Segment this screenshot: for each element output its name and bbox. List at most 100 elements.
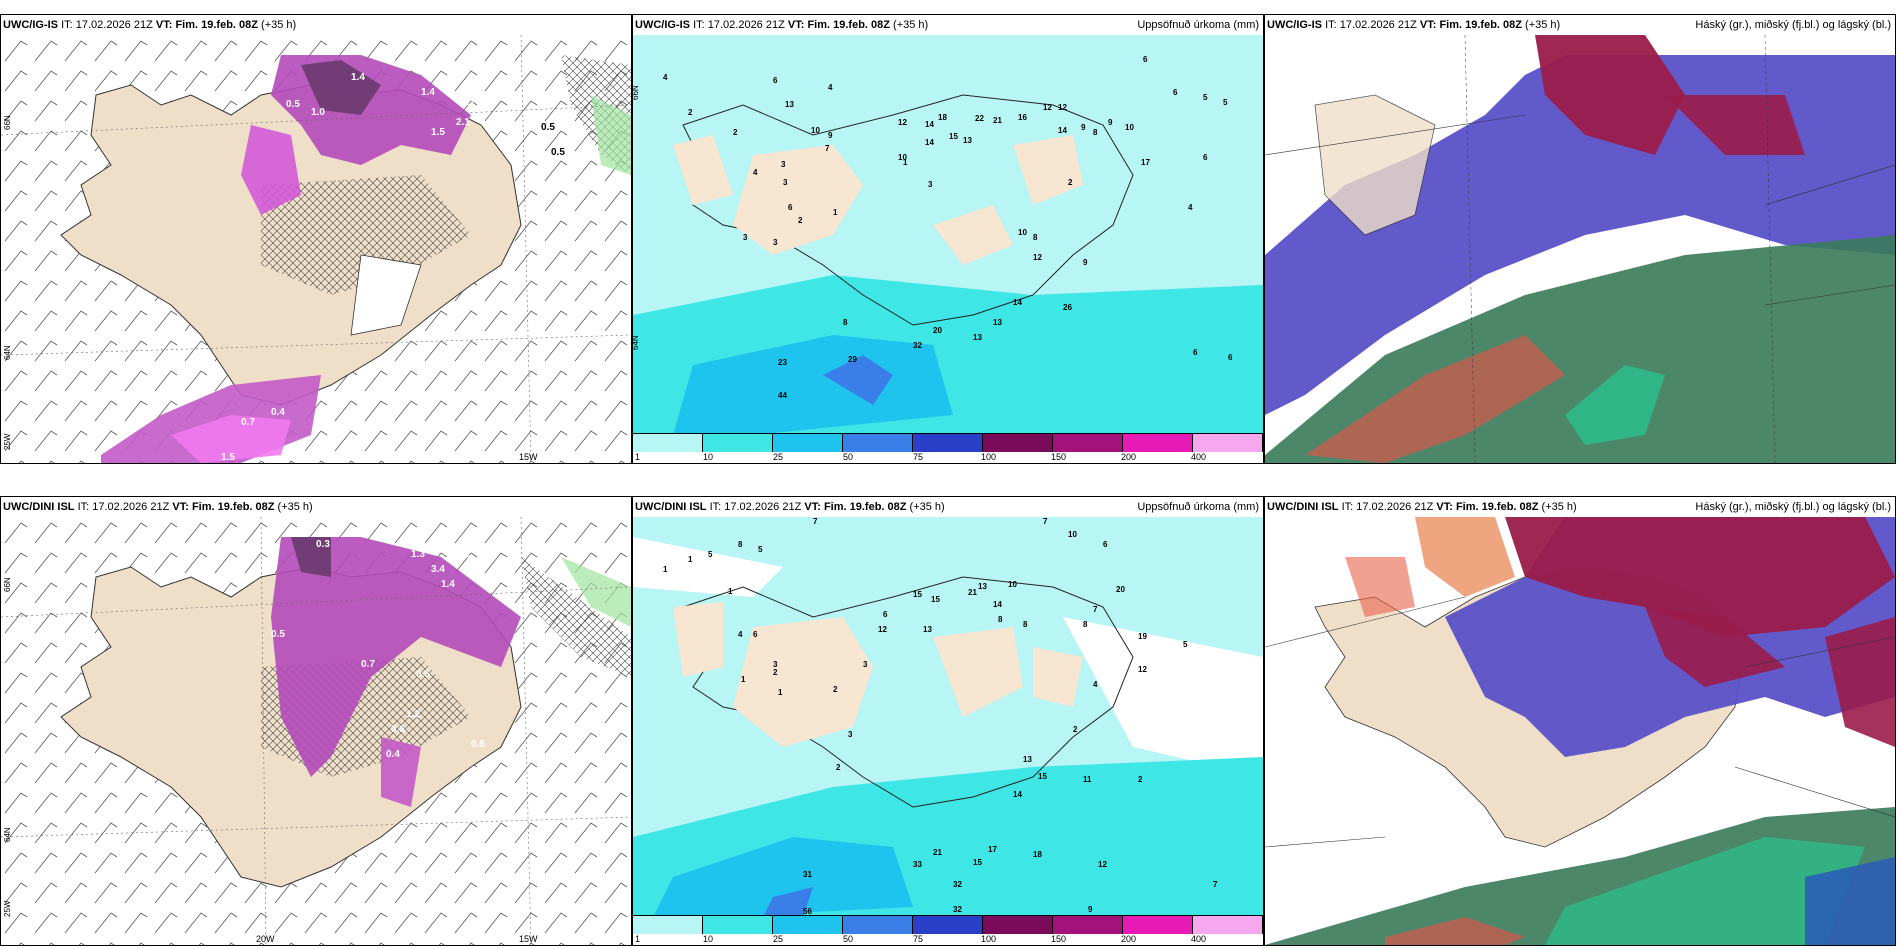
legend-tick: 100 [981,452,997,462]
lat-label: 66N [3,577,12,592]
legend-swatch [1053,434,1123,452]
panel-field-title: Uppsöfnuð úrkoma (mm) [1137,501,1259,513]
legend-swatch [983,434,1053,452]
snow-label: 1.4 [441,579,455,590]
legend-swatch [983,916,1053,934]
snow-label: 0.4 [271,407,285,418]
precip-value: 13 [923,625,932,634]
legend-tick: 75 [913,934,924,944]
precip-value: 8 [1083,620,1088,629]
precip-value: 6 [1193,348,1198,357]
precip-value: 1 [663,565,668,574]
precip-value: 12 [1058,103,1067,112]
precip-value: 18 [1033,850,1042,859]
precip-value: 9 [1088,905,1093,914]
precip-value: 10 [898,153,907,162]
legend-tick: 1 [635,934,641,944]
precip-value: 10 [811,126,820,135]
precip-value: 6 [1228,353,1233,362]
precip-value: 19 [1138,632,1147,641]
snow-label: 0.6 [471,739,485,750]
panel-header: UWC/IG-IS IT: 17.02.2026 21Z VT: Fim. 19… [1265,15,1895,35]
legend-swatch [913,434,983,452]
precip-legend: 1 10 25 50 75 100 150 200 400 [633,433,1263,463]
precip-value: 8 [1023,620,1028,629]
precip-value: 14 [1013,790,1022,799]
lon-label: 15W [519,452,538,462]
lat-label: 64N [3,827,12,842]
legend-swatch [633,916,703,934]
legend-tick: 150 [1051,934,1067,944]
precip-value: 13 [993,318,1002,327]
precip-value: 14 [925,138,934,147]
lat-label: 64N [632,335,640,350]
legend-tick: 200 [1121,452,1137,462]
panel-field-title: Uppsöfnuð úrkoma (mm) [1137,19,1259,31]
legend-color-bar [633,433,1263,452]
precip-value: 15 [949,132,958,141]
legend-tick: 25 [773,934,784,944]
cloud-map [1265,517,1895,945]
precip-value: 2 [833,685,838,694]
precip-value: 7 [1213,880,1218,889]
precip-value: 6 [1143,55,1148,64]
precip-value: 15 [931,595,940,604]
precip-value: 8 [998,615,1003,624]
cloud-map [1265,35,1895,463]
panel-top-middle: UWC/IG-IS IT: 17.02.2026 21Z VT: Fim. 19… [632,14,1264,464]
precip-value: 9 [1081,123,1086,132]
precip-value: 2 [836,763,841,772]
precip-value: 3 [781,160,786,169]
precip-value: 12 [1138,665,1147,674]
precip-value: 6 [788,203,793,212]
precip-value: 12 [1033,253,1042,262]
legend-tick: 50 [843,452,854,462]
lat-label: 66N [632,85,640,100]
snow-label: 2.1 [456,117,470,128]
snow-label: 0.5 [551,147,565,158]
precip-value: 7 [1093,605,1098,614]
snow-label: 0.7 [241,417,255,428]
precip-value: 1 [741,675,746,684]
precip-value: 13 [973,333,982,342]
precip-value: 2 [1138,775,1143,784]
legend-swatch [773,434,843,452]
precip-value: 2 [733,128,738,137]
legend-ticks: 1 10 25 50 75 100 150 200 400 [633,934,1263,945]
precip-value: 21 [933,848,942,857]
precip-value: 2 [1073,725,1078,734]
precip-value: 10 [1068,530,1077,539]
legend-swatch [773,916,843,934]
snow-label: 0.5 [286,99,300,110]
snow-label: 1.4 [421,87,435,98]
legend-swatch [1193,434,1263,452]
legend-swatch [1193,916,1263,934]
snow-label: 1.4 [351,72,365,83]
legend-swatch [913,916,983,934]
precip-map: 7 7 8 10 6 5 1 1 1 5 6 1 4 3 2 2 2 1 3 6… [633,517,1263,917]
snow-label: 0.3 [316,539,330,550]
panel-header: UWC/DINI ISL IT: 17.02.2026 21Z VT: Fim.… [633,497,1263,517]
legend-tick: 100 [981,934,997,944]
legend-tick: 50 [843,934,854,944]
precip-value: 2 [1068,178,1073,187]
snow-label: 1.3 [411,549,425,560]
precip-value: 4 [753,168,758,177]
precip-value: 31 [803,870,812,879]
snow-label: 2.2 [456,549,470,560]
precip-value: 12 [1098,860,1107,869]
precip-value: 1 [688,555,693,564]
precip-value: 4 [663,73,668,82]
snow-label: 1.2 [406,709,420,720]
precip-value: 2 [773,668,778,677]
legend-swatch [1123,916,1193,934]
panel-header: UWC/DINI ISL IT: 17.02.2026 21Z VT: Fim.… [3,501,313,513]
lon-label: 15W [519,934,538,944]
snow-label: 0.6 [416,669,430,680]
snow-label: 3.4 [431,564,445,575]
precip-value: 3 [773,660,778,669]
precip-value: 6 [1103,540,1108,549]
precip-value: 6 [753,630,758,639]
panel-header: UWC/DINI ISL IT: 17.02.2026 21Z VT: Fim.… [1265,497,1895,517]
precip-value: 21 [968,588,977,597]
